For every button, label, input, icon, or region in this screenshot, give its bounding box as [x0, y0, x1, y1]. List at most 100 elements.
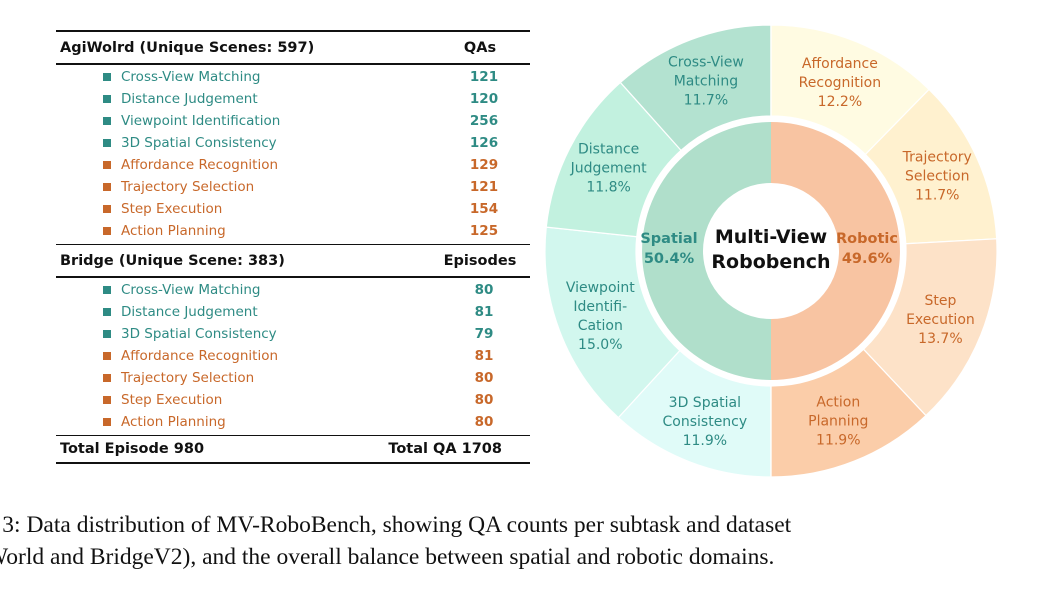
slice-percent: 11.7% — [684, 92, 728, 108]
slice-percent: 15.0% — [578, 337, 622, 353]
subtask-label: 3D Spatial Consistency — [56, 326, 277, 342]
table-row: Affordance Recognition 129 — [56, 154, 530, 176]
square-bullet-icon — [103, 182, 111, 191]
table-row: Action Planning 80 — [56, 411, 530, 433]
subtask-name: Trajectory Selection — [121, 178, 255, 195]
subtask-label: Trajectory Selection — [56, 179, 254, 195]
subtask-name: Cross-View Matching — [121, 281, 261, 298]
subtask-count: 120 — [469, 90, 499, 107]
agiworld-header: AgiWolrd (Unique Scenes: 597) QAs — [56, 32, 530, 63]
slice-percent: 11.9% — [816, 433, 860, 449]
subtask-label: Affordance Recognition — [56, 348, 278, 364]
subtask-name: Trajectory Selection — [121, 369, 255, 386]
outer-label-viewpoint-identification: Viewpoint Identifi- Cation 15.0% — [566, 280, 635, 353]
subtask-count: 81 — [474, 347, 494, 364]
slice-name-line: Identifi- — [573, 299, 627, 315]
total-episodes: Total Episode 980 — [60, 441, 205, 457]
nested-donut-chart: 3D Spatial Consistency 11.9% Viewpoint Ident… — [544, 24, 998, 478]
slice-name-line: Judgement — [570, 161, 648, 177]
inner-slice-spatial — [642, 122, 771, 380]
subtask-count: 126 — [469, 134, 499, 151]
subtask-count: 121 — [469, 178, 499, 195]
slice-percent: 11.7% — [915, 188, 959, 204]
slice-name-line: 3D Spatial — [669, 395, 741, 411]
outer-label-cross-view-matching: Cross-View Matching 11.7% — [668, 54, 744, 108]
outer-label-trajectory-selection: Trajectory Selection 11.7% — [902, 150, 972, 204]
slice-name-line: Action — [816, 395, 860, 411]
square-bullet-icon — [103, 72, 111, 81]
table-row: 3D Spatial Consistency 126 — [56, 132, 530, 154]
totals-top-rule — [56, 434, 530, 436]
table-row: Trajectory Selection 80 — [56, 367, 530, 389]
subtask-name: Distance Judgement — [121, 90, 258, 107]
subtask-name: Affordance Recognition — [121, 156, 279, 173]
bridge-top-rule — [56, 243, 530, 245]
table-row: Cross-View Matching 121 — [56, 66, 530, 88]
slice-name-line: Viewpoint — [566, 280, 635, 296]
agiworld-rows: Cross-View Matching 121 Distance Judgement… — [56, 65, 530, 244]
square-bullet-icon — [103, 373, 111, 382]
slice-name-line: Trajectory — [902, 150, 972, 166]
bridge-title: Bridge (Unique Scene: 383) — [60, 252, 285, 269]
slice-name-line: Recognition — [799, 75, 881, 91]
subtask-label: Action Planning — [56, 414, 226, 430]
inner-label-spatial: Spatial 50.4% — [640, 231, 697, 267]
robotic-name: Robotic — [836, 231, 898, 247]
caption-line-1: e 3: Data distribution of MV-RoboBench, … — [0, 512, 792, 538]
subtask-label: Distance Judgement — [56, 91, 258, 107]
subtask-count: 80 — [474, 369, 494, 386]
bridge-column-header: Episodes — [443, 252, 517, 269]
table-row: Trajectory Selection 121 — [56, 176, 530, 198]
square-bullet-icon — [103, 94, 111, 103]
square-bullet-icon — [103, 307, 111, 316]
square-bullet-icon — [103, 204, 111, 213]
subtask-label: Viewpoint Identification — [56, 113, 280, 129]
subtask-name: Distance Judgement — [121, 303, 258, 320]
slice-name-line: Execution — [906, 312, 975, 328]
table-row: Step Execution 80 — [56, 389, 530, 411]
square-bullet-icon — [103, 160, 111, 169]
subtask-label: Step Execution — [56, 201, 222, 217]
table-row: Viewpoint Identification 256 — [56, 110, 530, 132]
bridge-header: Bridge (Unique Scene: 383) Episodes — [56, 245, 530, 276]
table-row: Affordance Recognition 81 — [56, 345, 530, 367]
total-qa: Total QA 1708 — [388, 441, 502, 457]
inner-slice-robotic — [771, 122, 900, 380]
robotic-percent: 49.6% — [842, 251, 893, 267]
square-bullet-icon — [103, 116, 111, 125]
subtask-name: Affordance Recognition — [121, 347, 279, 364]
table-bottom-rule — [56, 462, 530, 464]
square-bullet-icon — [103, 285, 111, 294]
subtask-count: 81 — [474, 303, 494, 320]
outer-ring — [544, 24, 998, 478]
center-label: Multi-View Robobench — [711, 226, 830, 273]
subtask-count: 154 — [469, 200, 499, 217]
square-bullet-icon — [103, 351, 111, 360]
subtask-name: Action Planning — [121, 222, 226, 239]
outer-label-step-execution: Step Execution 13.7% — [906, 293, 975, 347]
outer-label-affordance-recognition: Affordance Recognition 12.2% — [799, 56, 881, 110]
agiworld-header-rule — [56, 63, 530, 65]
subtask-label: 3D Spatial Consistency — [56, 135, 277, 151]
square-bullet-icon — [103, 226, 111, 235]
bridge-header-rule — [56, 276, 530, 278]
subtask-name: Step Execution — [121, 200, 223, 217]
subtask-label: Action Planning — [56, 223, 226, 239]
subtask-label: Affordance Recognition — [56, 157, 278, 173]
square-bullet-icon — [103, 329, 111, 338]
slice-percent: 11.9% — [683, 433, 727, 449]
subtask-count: 256 — [469, 112, 499, 129]
outer-label-distance-judgement: Distance Judgement 11.8% — [570, 142, 648, 196]
subtask-label: Step Execution — [56, 392, 222, 408]
slice-percent: 12.2% — [818, 94, 862, 110]
table-row: Step Execution 154 — [56, 198, 530, 220]
slice-name-line: Selection — [905, 169, 970, 185]
center-title-line-2: Robobench — [711, 251, 830, 273]
spatial-percent: 50.4% — [644, 251, 695, 267]
subtask-name: Viewpoint Identification — [121, 112, 281, 129]
slice-name-line: Planning — [808, 414, 868, 430]
subtask-count: 79 — [474, 325, 494, 342]
subtask-label: Distance Judgement — [56, 304, 258, 320]
totals-row: Total Episode 980 Total QA 1708 — [56, 436, 530, 462]
slice-name-line: Cation — [578, 318, 623, 334]
